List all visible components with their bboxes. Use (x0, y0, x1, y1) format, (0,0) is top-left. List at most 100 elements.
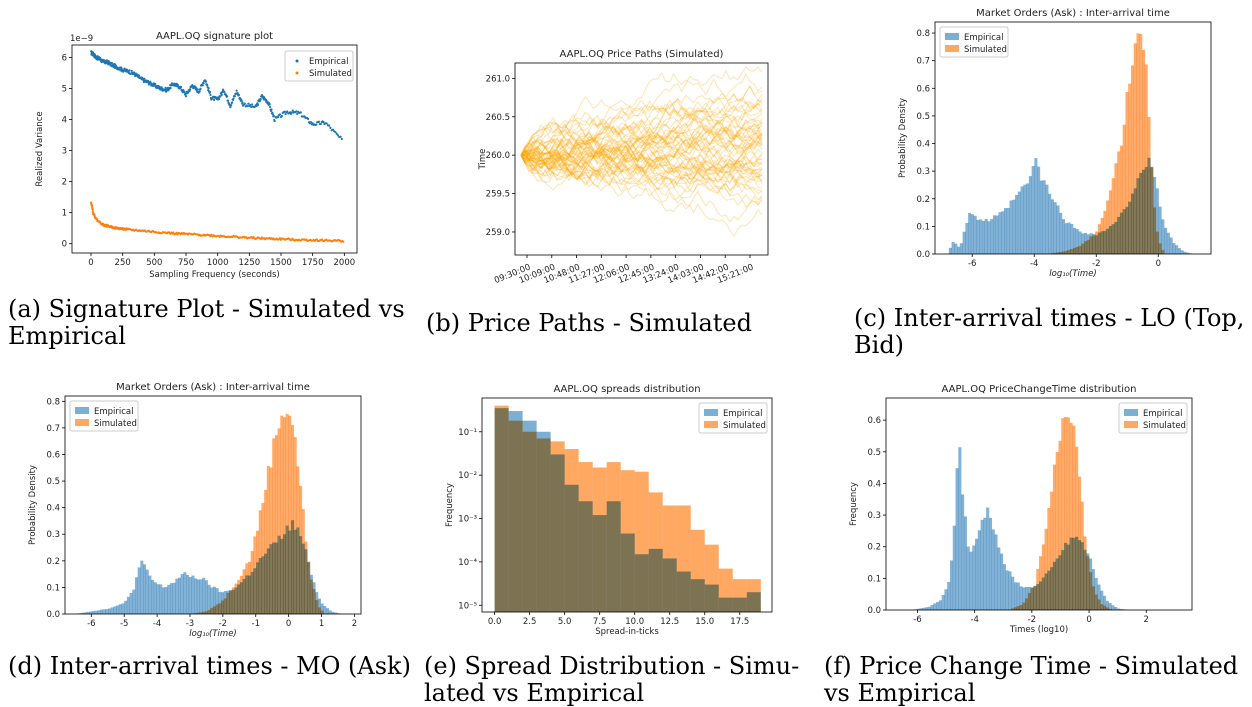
bar-empirical (1114, 607, 1117, 610)
bar-simulated (202, 612, 205, 614)
bar-empirical (95, 611, 98, 614)
legend-marker-simulated (296, 72, 299, 75)
bar-simulated (208, 610, 211, 614)
bar-simulated (1090, 236, 1093, 254)
bar-empirical (156, 584, 159, 614)
bar-simulated (1095, 595, 1098, 610)
point-empirical (329, 127, 331, 129)
bar-simulated (1065, 251, 1068, 254)
point-empirical (274, 120, 276, 122)
y-tick-label: 0.5 (867, 448, 881, 458)
bar-simulated (1056, 252, 1059, 254)
point-empirical (320, 123, 322, 125)
bar-simulated (216, 604, 219, 614)
y-tick-label: 3 (62, 147, 67, 157)
bar-empirical (947, 582, 950, 610)
point-empirical (180, 86, 182, 88)
bar-empirical (1164, 228, 1167, 254)
bar-empirical (914, 609, 917, 610)
bar-simulated (1061, 418, 1064, 610)
bar-empirical (122, 603, 125, 614)
x-tick-label: 12.5 (660, 617, 679, 627)
y-multiplier: 1e−9 (70, 34, 93, 44)
bar-simulated (205, 611, 208, 614)
bar-empirical (181, 574, 184, 614)
bar-simulated (224, 598, 227, 614)
bar-empirical (985, 219, 988, 254)
caption-f-line2: vs Empirical (824, 680, 1244, 707)
chart-title: AAPL.OQ Price Paths (Simulated) (560, 49, 724, 60)
bar-simulated (226, 593, 229, 614)
bar-simulated (1051, 253, 1054, 254)
bar-empirical (939, 600, 942, 610)
bar-simulated (1014, 607, 1017, 610)
bar-empirical (952, 242, 955, 254)
bar-simulated (200, 612, 203, 614)
bar-simulated (1095, 231, 1098, 254)
chart-price-paths: AAPL.OQ Price Paths (Simulated)Time259.0… (420, 0, 820, 300)
bar-simulated (1045, 529, 1048, 610)
point-empirical (279, 113, 281, 115)
bar-simulated (294, 437, 297, 614)
bar-empirical (178, 578, 181, 614)
bar-simulated (1075, 447, 1078, 610)
caption-a: (a) Signature Plot - Simulated vs Empiri… (8, 296, 408, 350)
y-tick-label: 1 (62, 209, 67, 219)
point-empirical (251, 103, 253, 105)
bar-simulated (719, 569, 733, 612)
bar-empirical (1023, 185, 1026, 254)
bar-empirical (116, 605, 119, 614)
bar-empirical (1056, 205, 1059, 254)
bar-empirical (1040, 181, 1043, 254)
bar-simulated (1114, 163, 1117, 254)
point-empirical (202, 84, 204, 86)
bar-simulated (1145, 64, 1148, 254)
bar-simulated (649, 492, 663, 612)
y-tick-label: 0.0 (867, 606, 881, 616)
bar-empirical (103, 609, 106, 614)
caption-b: (b) Price Paths - Simulated (426, 310, 826, 337)
legend-label-simulated: Simulated (964, 45, 1007, 55)
x-tick-label: -4 (153, 619, 161, 629)
y-tick-label: 10⁻¹ (458, 428, 477, 438)
bar-simulated (635, 472, 649, 612)
bar-empirical (960, 243, 963, 254)
bar-empirical (1032, 166, 1035, 254)
panel-d: Market Orders (Ask) : Inter-arrival time… (0, 370, 420, 706)
legend-label-empirical: Empirical (723, 409, 763, 419)
bar-simulated (264, 490, 267, 614)
bar-simulated (1106, 200, 1109, 254)
bar-simulated (197, 613, 200, 614)
y-tick-label: 6 (62, 53, 67, 63)
legend-marker-empirical (296, 60, 299, 63)
bar-empirical (197, 579, 200, 614)
caption-b-line1: (b) Price Paths - Simulated (426, 310, 826, 337)
y-tick-label: 0.4 (867, 479, 881, 489)
bar-simulated (288, 416, 291, 614)
bar-simulated (1020, 605, 1023, 610)
caption-e-line2: lated vs Empirical (424, 680, 824, 707)
bar-simulated (318, 607, 321, 614)
bar-simulated (579, 462, 593, 612)
bar-empirical (1122, 609, 1125, 610)
bar-simulated (1064, 417, 1067, 610)
bar-empirical (1011, 577, 1014, 610)
bar-simulated (1084, 536, 1087, 610)
x-tick-label: 0 (88, 258, 93, 268)
bar-empirical (1008, 571, 1011, 610)
bar-empirical (942, 595, 945, 610)
y-tick-label: 0.2 (916, 195, 930, 205)
bar-empirical (994, 534, 997, 610)
x-axis-label: log₁₀(Time) (189, 629, 236, 639)
point-empirical (223, 91, 225, 93)
bar-simulated (1125, 92, 1128, 254)
chart-lo-inter-arrival: Market Orders (Ask) : Inter-arrival time… (830, 0, 1252, 300)
bar-simulated (1079, 246, 1082, 254)
x-tick-label: 1 (319, 619, 324, 629)
x-tick-label: 7.5 (593, 617, 607, 627)
bar-empirical (1007, 208, 1010, 254)
bar-simulated (1017, 606, 1020, 610)
bar-simulated (251, 551, 254, 614)
